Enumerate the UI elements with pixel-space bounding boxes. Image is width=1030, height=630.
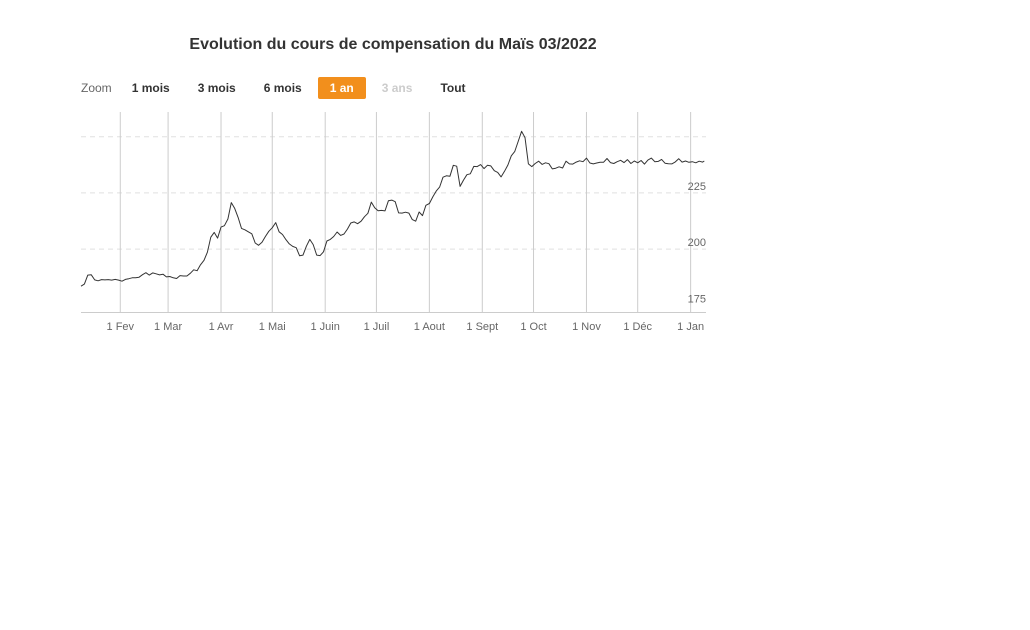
chart-title: Evolution du cours de compensation du Ma…: [189, 36, 597, 53]
zoom-3-months-button[interactable]: 3 mois: [197, 81, 236, 95]
x-tick-label: 1 Juil: [364, 321, 390, 333]
x-tick-label: 1 Nov: [572, 321, 601, 333]
x-tick-label: 1 Mar: [154, 321, 182, 333]
zoom-1-year-button[interactable]: 1 an: [317, 77, 366, 99]
y-tick-label: 200: [688, 237, 706, 249]
zoom-bar: Zoom 1 mois 3 mois 6 mois 1 an 3 ans Tou…: [81, 76, 482, 100]
x-tick-label: 1 Mai: [259, 321, 286, 333]
zoom-6-months-button[interactable]: 6 mois: [263, 81, 302, 95]
y-tick-label: 175: [688, 293, 706, 305]
x-tick-label: 1 Jan: [677, 321, 704, 333]
zoom-all-button[interactable]: Tout: [440, 81, 466, 95]
zoom-1-month-button[interactable]: 1 mois: [131, 81, 170, 95]
x-tick-label: 1 Déc: [623, 321, 652, 333]
x-tick-label: 1 Avr: [209, 321, 234, 333]
price-series-line: [80, 130, 705, 287]
zoom-3-years-button: 3 ans: [381, 81, 413, 95]
x-tick-label: 1 Juin: [311, 321, 340, 333]
x-tick-label: 1 Fev: [107, 321, 135, 333]
x-tick-label: 1 Oct: [520, 321, 546, 333]
y-tick-label: 225: [688, 181, 706, 193]
x-tick-label: 1 Aout: [414, 321, 445, 333]
zoom-label: Zoom: [81, 81, 112, 95]
x-tick-label: 1 Sept: [466, 321, 498, 333]
